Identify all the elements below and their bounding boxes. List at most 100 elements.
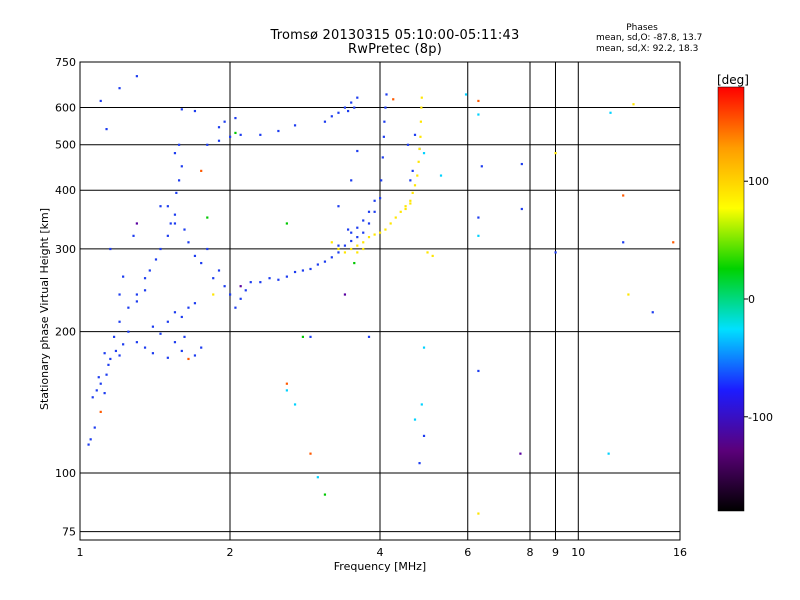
data-point bbox=[105, 373, 108, 376]
data-point bbox=[193, 302, 197, 305]
data-point bbox=[112, 335, 116, 338]
data-point bbox=[177, 143, 181, 146]
x-tick-label: 4 bbox=[377, 546, 384, 559]
data-point bbox=[200, 261, 203, 265]
data-point bbox=[316, 476, 319, 479]
data-point bbox=[97, 376, 100, 379]
data-point bbox=[285, 389, 288, 392]
data-point bbox=[206, 143, 209, 146]
data-points bbox=[87, 75, 675, 515]
data-point bbox=[418, 147, 421, 151]
data-point bbox=[103, 392, 106, 395]
data-point bbox=[416, 174, 419, 177]
data-point bbox=[103, 352, 106, 355]
data-point bbox=[234, 306, 237, 309]
data-point bbox=[268, 277, 271, 280]
data-point bbox=[200, 346, 203, 349]
data-point bbox=[422, 152, 426, 155]
data-point bbox=[385, 93, 388, 96]
y-tick-label: 600 bbox=[55, 102, 76, 115]
data-point bbox=[480, 165, 483, 168]
data-point bbox=[477, 234, 480, 237]
data-point bbox=[362, 247, 365, 251]
data-point bbox=[554, 251, 557, 254]
data-point bbox=[353, 261, 356, 265]
data-point bbox=[183, 228, 186, 231]
y-tick-label: 300 bbox=[55, 243, 76, 256]
data-point bbox=[379, 231, 382, 234]
x-tick-label: 10 bbox=[571, 546, 585, 559]
data-point bbox=[99, 382, 102, 385]
data-point bbox=[519, 452, 522, 455]
colorbar-ticks: -100 0 100 bbox=[744, 175, 773, 424]
data-point bbox=[159, 247, 162, 251]
data-point bbox=[439, 174, 443, 177]
data-point bbox=[356, 251, 359, 254]
data-point bbox=[217, 269, 221, 272]
data-point bbox=[200, 169, 203, 172]
data-point bbox=[373, 199, 376, 202]
data-point bbox=[187, 357, 190, 361]
data-point bbox=[350, 231, 353, 234]
data-point bbox=[159, 205, 162, 208]
data-point bbox=[301, 269, 305, 272]
data-point bbox=[409, 179, 412, 182]
data-point bbox=[367, 222, 371, 225]
data-point bbox=[350, 239, 353, 243]
stats-x-mode: mean, sd,X: 92.2, 18.3 bbox=[596, 44, 699, 54]
colorbar: [deg] -100 0 100 bbox=[717, 73, 773, 512]
data-point bbox=[404, 207, 407, 211]
data-point bbox=[91, 396, 94, 399]
data-point bbox=[177, 179, 181, 182]
data-point bbox=[413, 133, 417, 136]
data-point bbox=[285, 382, 288, 385]
data-point bbox=[411, 169, 414, 172]
data-point bbox=[337, 251, 340, 254]
data-point bbox=[234, 116, 237, 120]
colorbar-title: [deg] bbox=[717, 73, 749, 87]
x-axis-ticks: 1 2 4 6 8 9 10 16 bbox=[77, 546, 688, 559]
data-point bbox=[206, 216, 209, 219]
x-tick-label: 16 bbox=[673, 546, 687, 559]
data-point bbox=[259, 281, 262, 284]
colorbar-gradient bbox=[717, 86, 745, 512]
data-point bbox=[180, 165, 183, 168]
data-point bbox=[114, 349, 118, 353]
data-point bbox=[118, 293, 121, 296]
data-point bbox=[464, 93, 468, 96]
data-point bbox=[223, 285, 226, 288]
data-point bbox=[173, 311, 177, 314]
data-point bbox=[107, 363, 110, 366]
data-point bbox=[118, 354, 121, 357]
data-point bbox=[356, 244, 359, 247]
data-point bbox=[420, 403, 423, 406]
data-point bbox=[627, 293, 630, 296]
data-point bbox=[383, 120, 386, 123]
data-point bbox=[135, 222, 138, 225]
data-point bbox=[239, 133, 242, 136]
data-point bbox=[381, 156, 384, 159]
data-point bbox=[477, 216, 480, 219]
data-point bbox=[99, 99, 102, 103]
data-point bbox=[409, 202, 412, 205]
data-point bbox=[89, 438, 92, 441]
data-point bbox=[672, 241, 675, 244]
chart-subtitle: RwPretec (8p) bbox=[348, 42, 442, 57]
data-point bbox=[148, 269, 151, 272]
data-point bbox=[285, 275, 288, 278]
data-point bbox=[173, 222, 177, 225]
x-tick-label: 6 bbox=[464, 546, 471, 559]
data-point bbox=[346, 109, 350, 113]
data-point bbox=[419, 120, 423, 123]
data-point bbox=[217, 139, 221, 142]
data-point bbox=[187, 306, 190, 309]
data-point bbox=[217, 126, 221, 129]
data-point bbox=[343, 293, 347, 296]
data-point bbox=[323, 120, 327, 123]
data-point bbox=[127, 330, 130, 333]
data-point bbox=[159, 332, 162, 335]
colorbar-tick-label: 0 bbox=[748, 293, 755, 306]
data-point bbox=[350, 247, 353, 251]
data-point bbox=[622, 194, 625, 197]
data-point bbox=[309, 267, 312, 271]
